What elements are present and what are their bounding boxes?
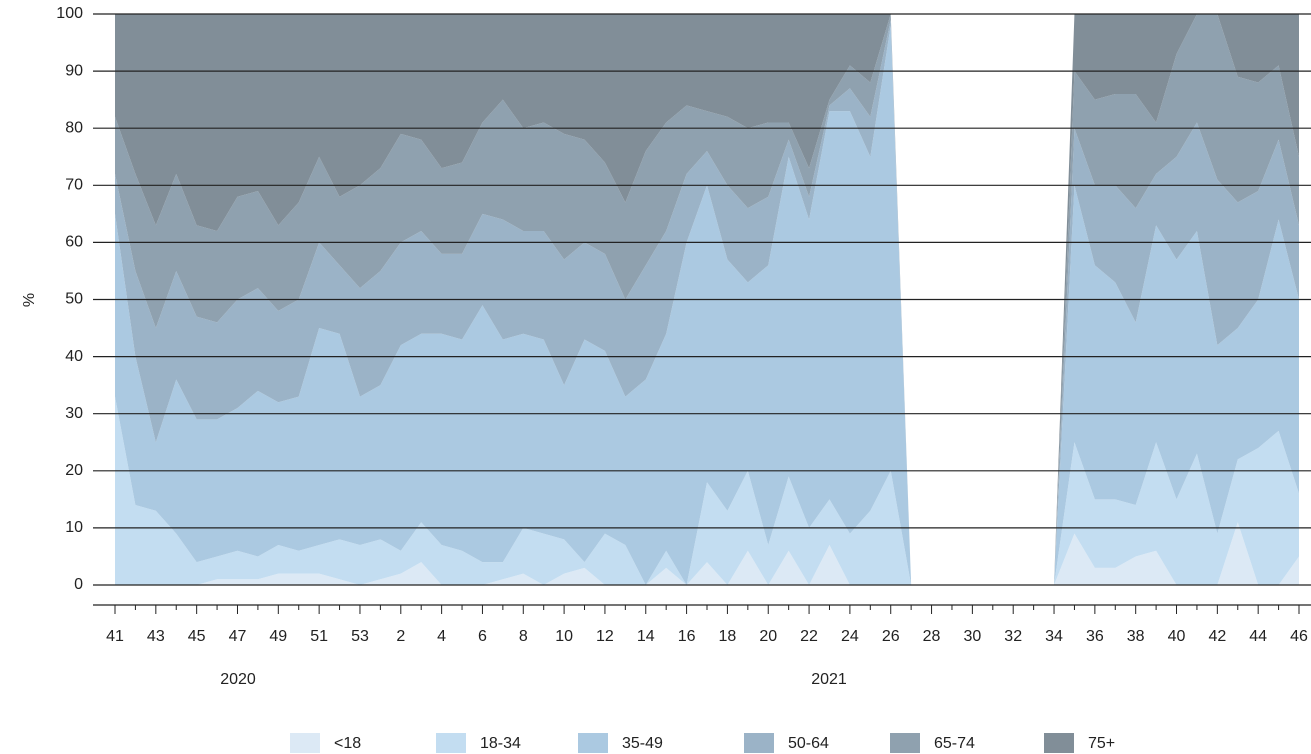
legend-label: 75+ bbox=[1088, 735, 1115, 752]
y-tick-label: 80 bbox=[65, 119, 83, 136]
x-tick-label: 32 bbox=[1004, 628, 1022, 645]
y-tick-label: 70 bbox=[65, 177, 83, 194]
year-label: 2020 bbox=[220, 671, 256, 688]
y-tick-label: 90 bbox=[65, 62, 83, 79]
x-tick-label: 6 bbox=[478, 628, 487, 645]
area bbox=[115, 19, 1299, 585]
x-tick-label: 26 bbox=[882, 628, 900, 645]
x-tick-label: 36 bbox=[1086, 628, 1104, 645]
x-tick-label: 2 bbox=[396, 628, 405, 645]
legend-swatch bbox=[578, 733, 608, 753]
x-tick-label: 40 bbox=[1168, 628, 1186, 645]
y-tick-label: 10 bbox=[65, 519, 83, 536]
x-tick-label: 38 bbox=[1127, 628, 1145, 645]
x-tick-label: 47 bbox=[229, 628, 247, 645]
legend-label: 35-49 bbox=[622, 735, 663, 752]
x-tick-label: 41 bbox=[106, 628, 124, 645]
legend-label: 50-64 bbox=[788, 735, 829, 752]
y-axis-label: % bbox=[21, 293, 38, 307]
y-tick-label: 0 bbox=[74, 576, 83, 593]
x-tick-label: 20 bbox=[759, 628, 777, 645]
legend-label: <18 bbox=[334, 735, 361, 752]
area bbox=[115, 14, 1299, 585]
legend-swatch bbox=[436, 733, 466, 753]
y-tick-label: 50 bbox=[65, 291, 83, 308]
year-label: 2021 bbox=[811, 671, 847, 688]
legend-label: 65-74 bbox=[934, 735, 975, 752]
x-tick-label: 46 bbox=[1290, 628, 1308, 645]
x-tick-label: 22 bbox=[800, 628, 818, 645]
x-tick-label: 34 bbox=[1045, 628, 1063, 645]
y-tick-label: 40 bbox=[65, 348, 83, 365]
x-tick-label: 16 bbox=[678, 628, 696, 645]
y-tick-label: 20 bbox=[65, 462, 83, 479]
legend-label: 18-34 bbox=[480, 735, 521, 752]
x-tick-label: 18 bbox=[719, 628, 737, 645]
x-tick-label: 10 bbox=[555, 628, 573, 645]
x-tick-label: 4 bbox=[437, 628, 446, 645]
legend-swatch bbox=[744, 733, 774, 753]
area bbox=[115, 396, 1299, 585]
x-tick-label: 28 bbox=[923, 628, 941, 645]
y-tick-label: 60 bbox=[65, 234, 83, 251]
x-tick-label: 8 bbox=[519, 628, 528, 645]
x-tick-label: 49 bbox=[269, 628, 287, 645]
x-tick-label: 24 bbox=[841, 628, 859, 645]
legend-swatch bbox=[1044, 733, 1074, 753]
legend-swatch bbox=[290, 733, 320, 753]
x-tick-label: 51 bbox=[310, 628, 328, 645]
x-tick-label: 12 bbox=[596, 628, 614, 645]
legend-swatch bbox=[890, 733, 920, 753]
x-tick-label: 44 bbox=[1249, 628, 1267, 645]
x-tick-label: 30 bbox=[963, 628, 981, 645]
y-tick-label: 30 bbox=[65, 405, 83, 422]
area bbox=[115, 25, 1299, 586]
x-tick-label: 53 bbox=[351, 628, 369, 645]
x-tick-label: 42 bbox=[1208, 628, 1226, 645]
x-tick-label: 43 bbox=[147, 628, 165, 645]
x-tick-label: 14 bbox=[637, 628, 655, 645]
x-tick-label: 45 bbox=[188, 628, 206, 645]
y-tick-label: 100 bbox=[56, 5, 83, 22]
area bbox=[115, 522, 1299, 585]
